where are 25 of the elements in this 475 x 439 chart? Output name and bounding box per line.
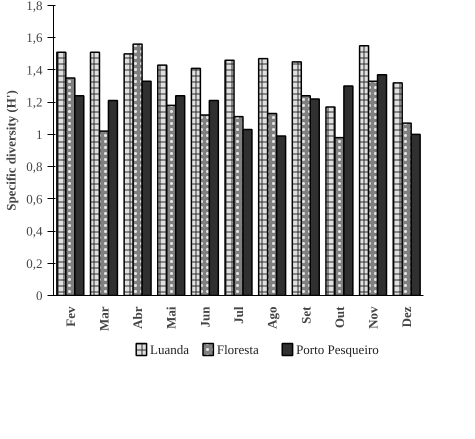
x-tick-label: Fev — [62, 306, 78, 327]
y-axis-title: Specific diversity (H') — [3, 90, 18, 211]
x-tick-label: Ago — [264, 306, 280, 329]
y-tick-label: 0 — [36, 288, 42, 303]
y-tick-label: 0,6 — [26, 191, 43, 206]
x-tick-label: Dez — [399, 306, 414, 328]
y-tick-label: 1,2 — [26, 94, 42, 110]
x-tick-label: Mai — [164, 306, 179, 329]
x-tick-label: Set — [298, 306, 314, 324]
legend-label: Porto Pesqueiro — [296, 342, 379, 357]
x-tick-label: Nov — [366, 306, 381, 329]
x-tick-label: Jul — [231, 306, 246, 324]
y-tick-label: 0,8 — [26, 159, 42, 174]
y-tick-label: 1,4 — [26, 62, 43, 78]
y-tick-label: 1,6 — [26, 30, 43, 46]
y-tick-label: 1 — [36, 126, 42, 142]
x-tick-label: Abr — [130, 306, 146, 329]
y-tick-label: 0,2 — [26, 256, 42, 271]
legend-label: Luanda — [150, 342, 190, 357]
legend-label: Floresta — [216, 342, 259, 357]
x-tick-label: Out — [332, 306, 347, 328]
y-tick-label: 1,8 — [26, 0, 42, 13]
y-tick-label: 0,4 — [26, 224, 43, 239]
x-tick-label: Mar — [96, 306, 112, 332]
x-tick-label: Jun — [197, 306, 212, 328]
